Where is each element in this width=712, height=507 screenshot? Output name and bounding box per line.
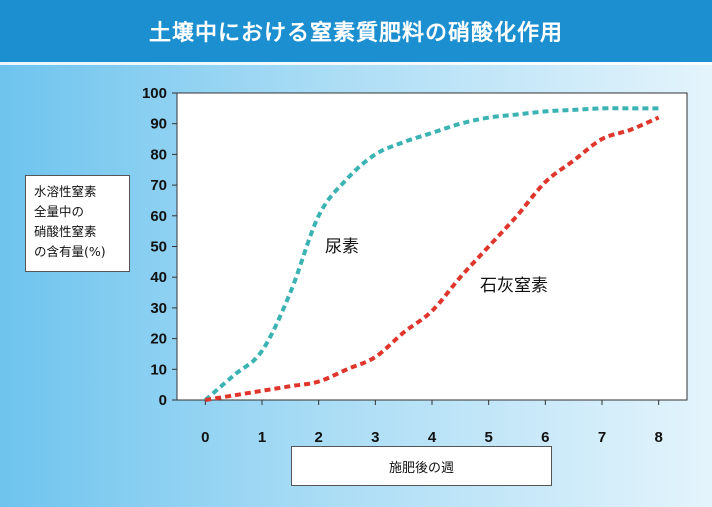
y-tick-label: 10: [150, 361, 167, 378]
x-tick-label: 3: [371, 429, 379, 446]
x-tick-label: 5: [484, 429, 492, 446]
x-tick-label: 1: [258, 429, 266, 446]
x-tick-label: 2: [314, 429, 322, 446]
y-axis: 0 10 20 30 40 50 60 70 80 90 100: [142, 85, 177, 409]
x-tick-label: 6: [541, 429, 549, 446]
x-axis: 0 1 2 3 4 5 6 7 8: [201, 400, 663, 446]
y-tick-label: 70: [150, 177, 167, 194]
x-tick-label: 8: [654, 429, 662, 446]
series-label-calcium-cyanamide: 石灰窒素: [480, 276, 548, 296]
series-lines: [204, 106, 660, 402]
x-axis-title: 施肥後の週: [291, 446, 552, 486]
y-tick-label: 80: [150, 146, 167, 163]
y-tick-label: 90: [150, 116, 167, 133]
plot-area: [176, 92, 688, 401]
y-tick-label: 40: [150, 269, 167, 286]
header-divider: [0, 62, 712, 65]
y-tick-label: 0: [159, 392, 167, 409]
y-tick-label: 60: [150, 208, 167, 225]
y-tick-label: 20: [150, 331, 167, 348]
series-line-0: [204, 106, 659, 402]
series-label-urea: 尿素: [325, 237, 359, 257]
y-tick-label: 50: [150, 239, 167, 256]
y-tick-label: 30: [150, 300, 167, 317]
y-axis-title: 水溶性窒素 全量中の 硝酸性窒素 の含有量(%): [25, 175, 130, 272]
x-tick-label: 4: [428, 429, 437, 446]
page-title: 土壌中における窒素質肥料の硝酸化作用: [0, 0, 712, 62]
y-tick-label: 100: [142, 85, 167, 102]
x-tick-label: 0: [201, 429, 209, 446]
x-tick-label: 7: [598, 429, 606, 446]
